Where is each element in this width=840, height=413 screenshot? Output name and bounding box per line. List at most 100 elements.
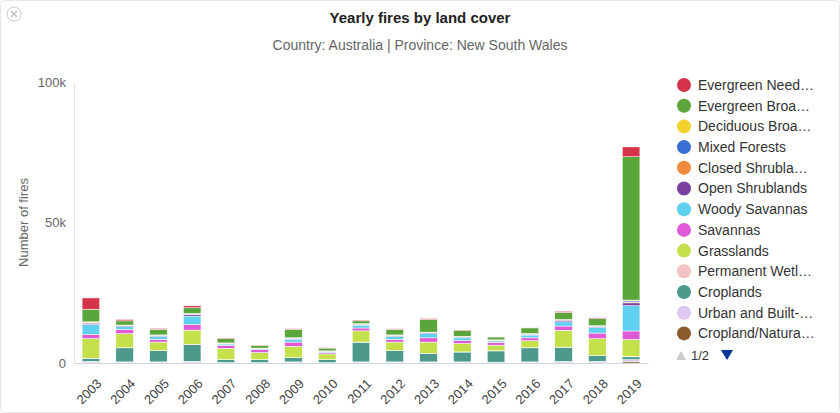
- bar[interactable]: [589, 339, 607, 356]
- bar[interactable]: [318, 348, 336, 351]
- bar[interactable]: [116, 319, 134, 320]
- bar[interactable]: [251, 344, 269, 345]
- legend-item[interactable]: Deciduous Broa…: [677, 118, 812, 134]
- bar[interactable]: [82, 309, 100, 322]
- legend-label[interactable]: Urban and Built-…: [698, 305, 813, 321]
- bar[interactable]: [622, 339, 640, 356]
- legend-symbol[interactable]: [677, 161, 691, 175]
- legend-label[interactable]: Cropland/Natura…: [698, 325, 815, 341]
- bar[interactable]: [183, 314, 201, 315]
- bar[interactable]: [622, 360, 640, 362]
- bar[interactable]: [217, 348, 235, 359]
- bar[interactable]: [318, 353, 336, 354]
- bar[interactable]: [352, 325, 370, 328]
- bar[interactable]: [183, 315, 201, 316]
- bar[interactable]: [622, 331, 640, 339]
- bar[interactable]: [116, 334, 134, 348]
- legend-item[interactable]: Croplands: [677, 284, 762, 300]
- bar[interactable]: [352, 321, 370, 324]
- bar[interactable]: [386, 339, 404, 342]
- bar[interactable]: [420, 318, 438, 320]
- bar[interactable]: [589, 317, 607, 319]
- bar[interactable]: [251, 360, 269, 363]
- bar[interactable]: [150, 351, 168, 362]
- bar[interactable]: [318, 354, 336, 360]
- bar[interactable]: [285, 329, 303, 337]
- legend-item[interactable]: Closed Shrubla…: [677, 160, 808, 176]
- bar[interactable]: [555, 330, 573, 347]
- bar[interactable]: [555, 322, 573, 326]
- bar[interactable]: [487, 345, 505, 351]
- legend-label[interactable]: Woody Savannas: [698, 201, 807, 217]
- bar[interactable]: [285, 342, 303, 346]
- legend-item[interactable]: Urban and Built-…: [677, 305, 813, 321]
- bar[interactable]: [82, 362, 100, 363]
- legend-label[interactable]: Mixed Forests: [698, 139, 786, 155]
- bar[interactable]: [521, 328, 539, 334]
- legend-item[interactable]: Mixed Forests: [677, 139, 786, 155]
- bar[interactable]: [116, 325, 134, 327]
- bar[interactable]: [352, 342, 370, 362]
- bar[interactable]: [555, 347, 573, 361]
- legend-label[interactable]: Grasslands: [698, 243, 769, 259]
- bar[interactable]: [487, 341, 505, 342]
- bar[interactable]: [454, 338, 472, 341]
- bar[interactable]: [82, 322, 100, 323]
- legend-page-up[interactable]: [676, 351, 686, 360]
- bar[interactable]: [82, 334, 100, 338]
- bar[interactable]: [589, 356, 607, 362]
- bar[interactable]: [217, 344, 235, 345]
- bar[interactable]: [183, 325, 201, 331]
- bar[interactable]: [150, 328, 168, 330]
- bar[interactable]: [386, 329, 404, 335]
- legend-symbol[interactable]: [677, 140, 691, 154]
- bar[interactable]: [386, 328, 404, 330]
- bar[interactable]: [420, 334, 438, 338]
- bar[interactable]: [555, 362, 573, 363]
- bar[interactable]: [285, 358, 303, 362]
- legend-label[interactable]: Permanent Wetl…: [698, 263, 812, 279]
- legend-label[interactable]: Croplands: [698, 284, 762, 300]
- bar[interactable]: [217, 360, 235, 363]
- bar[interactable]: [150, 329, 168, 335]
- bar[interactable]: [420, 319, 438, 332]
- bar[interactable]: [150, 342, 168, 350]
- bar[interactable]: [622, 303, 640, 306]
- legend-symbol[interactable]: [677, 306, 691, 320]
- bar[interactable]: [217, 338, 235, 340]
- bar[interactable]: [183, 316, 201, 324]
- bar[interactable]: [622, 157, 640, 300]
- legend-symbol[interactable]: [677, 202, 691, 216]
- bar[interactable]: [217, 343, 235, 345]
- bar[interactable]: [622, 301, 640, 302]
- bar[interactable]: [82, 323, 100, 324]
- bar[interactable]: [487, 342, 505, 345]
- bar[interactable]: [589, 333, 607, 339]
- bar[interactable]: [622, 147, 640, 157]
- bar[interactable]: [487, 336, 505, 337]
- legend-page-down[interactable]: [721, 350, 733, 360]
- bar[interactable]: [420, 338, 438, 342]
- bar[interactable]: [251, 348, 269, 350]
- bar[interactable]: [82, 298, 100, 309]
- legend-label[interactable]: Evergreen Broa…: [698, 98, 810, 114]
- bar[interactable]: [454, 343, 472, 351]
- bar[interactable]: [454, 352, 472, 362]
- bar[interactable]: [386, 342, 404, 350]
- bar[interactable]: [386, 336, 404, 339]
- legend-item[interactable]: Woody Savannas: [677, 201, 807, 217]
- bar[interactable]: [217, 339, 235, 343]
- bar[interactable]: [487, 340, 505, 342]
- bar[interactable]: [555, 320, 573, 322]
- legend-label[interactable]: Deciduous Broa…: [698, 118, 812, 134]
- bar[interactable]: [521, 327, 539, 329]
- bar[interactable]: [150, 336, 168, 339]
- bar[interactable]: [82, 359, 100, 362]
- bar[interactable]: [116, 321, 134, 325]
- legend-symbol[interactable]: [677, 119, 691, 133]
- legend-symbol[interactable]: [677, 285, 691, 299]
- bar[interactable]: [352, 328, 370, 331]
- bar[interactable]: [183, 306, 201, 308]
- legend-label[interactable]: Open Shrublands: [698, 180, 807, 196]
- bar[interactable]: [555, 312, 573, 319]
